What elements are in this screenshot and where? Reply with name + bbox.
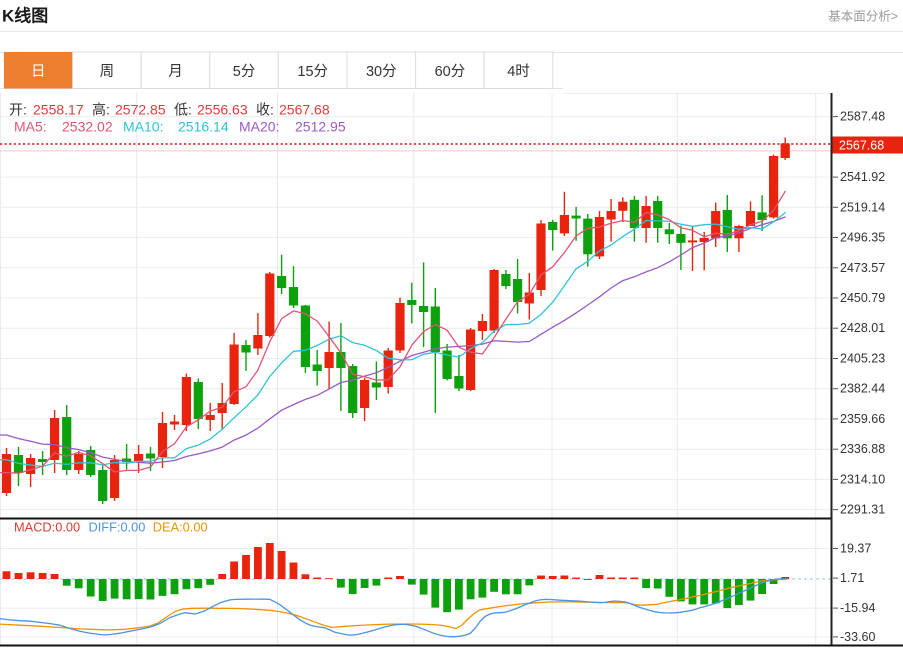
svg-text:基本面分析>: 基本面分析> bbox=[828, 10, 898, 24]
svg-text:MA10:: MA10: bbox=[123, 119, 163, 135]
svg-text:低:: 低: bbox=[174, 102, 192, 118]
svg-text:高:: 高: bbox=[92, 102, 110, 118]
svg-text:-33.60: -33.60 bbox=[840, 630, 875, 644]
svg-text:2336.88: 2336.88 bbox=[840, 442, 885, 456]
svg-text:1.71: 1.71 bbox=[840, 571, 864, 585]
svg-text:2428.01: 2428.01 bbox=[840, 321, 885, 335]
svg-text:-15.94: -15.94 bbox=[840, 601, 875, 615]
svg-text:MA20:: MA20: bbox=[239, 119, 279, 135]
svg-text:4时: 4时 bbox=[507, 63, 530, 80]
svg-text:2567.68: 2567.68 bbox=[279, 102, 330, 118]
svg-text:2359.66: 2359.66 bbox=[840, 412, 885, 426]
svg-text:2405.23: 2405.23 bbox=[840, 352, 885, 366]
svg-text:MACD:0.00: MACD:0.00 bbox=[14, 520, 80, 535]
svg-text:开:: 开: bbox=[9, 102, 27, 118]
svg-text:15分: 15分 bbox=[297, 63, 328, 80]
svg-text:2556.63: 2556.63 bbox=[197, 102, 248, 118]
svg-text:2473.57: 2473.57 bbox=[840, 261, 885, 275]
svg-text:2558.17: 2558.17 bbox=[33, 102, 84, 118]
svg-text:2512.95: 2512.95 bbox=[295, 119, 346, 135]
svg-text:19.37: 19.37 bbox=[840, 542, 871, 556]
svg-text:5分: 5分 bbox=[233, 63, 256, 80]
svg-text:周: 周 bbox=[100, 64, 115, 80]
svg-text:2532.02: 2532.02 bbox=[62, 119, 113, 135]
svg-text:60分: 60分 bbox=[435, 63, 466, 80]
svg-text:2382.44: 2382.44 bbox=[840, 382, 885, 396]
svg-text:日: 日 bbox=[31, 64, 46, 80]
svg-text:2541.92: 2541.92 bbox=[840, 170, 885, 184]
svg-text:收:: 收: bbox=[256, 102, 274, 118]
svg-text:2572.85: 2572.85 bbox=[115, 102, 166, 118]
svg-text:2291.31: 2291.31 bbox=[840, 503, 885, 517]
svg-text:2516.14: 2516.14 bbox=[178, 119, 229, 135]
svg-text:2496.35: 2496.35 bbox=[840, 231, 885, 245]
svg-text:2450.79: 2450.79 bbox=[840, 291, 885, 305]
svg-text:MA5:: MA5: bbox=[14, 119, 47, 135]
svg-text:30分: 30分 bbox=[366, 63, 397, 80]
svg-text:2314.10: 2314.10 bbox=[840, 472, 885, 486]
svg-text:DEA:0.00: DEA:0.00 bbox=[153, 520, 208, 535]
svg-text:月: 月 bbox=[168, 64, 183, 80]
svg-text:K线图: K线图 bbox=[2, 6, 48, 26]
svg-text:DIFF:0.00: DIFF:0.00 bbox=[89, 520, 146, 535]
svg-text:2567.68: 2567.68 bbox=[839, 139, 884, 153]
svg-text:2587.48: 2587.48 bbox=[840, 110, 885, 124]
svg-text:2519.14: 2519.14 bbox=[840, 200, 885, 214]
